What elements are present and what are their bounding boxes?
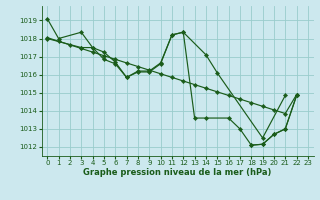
X-axis label: Graphe pression niveau de la mer (hPa): Graphe pression niveau de la mer (hPa)	[84, 168, 272, 177]
